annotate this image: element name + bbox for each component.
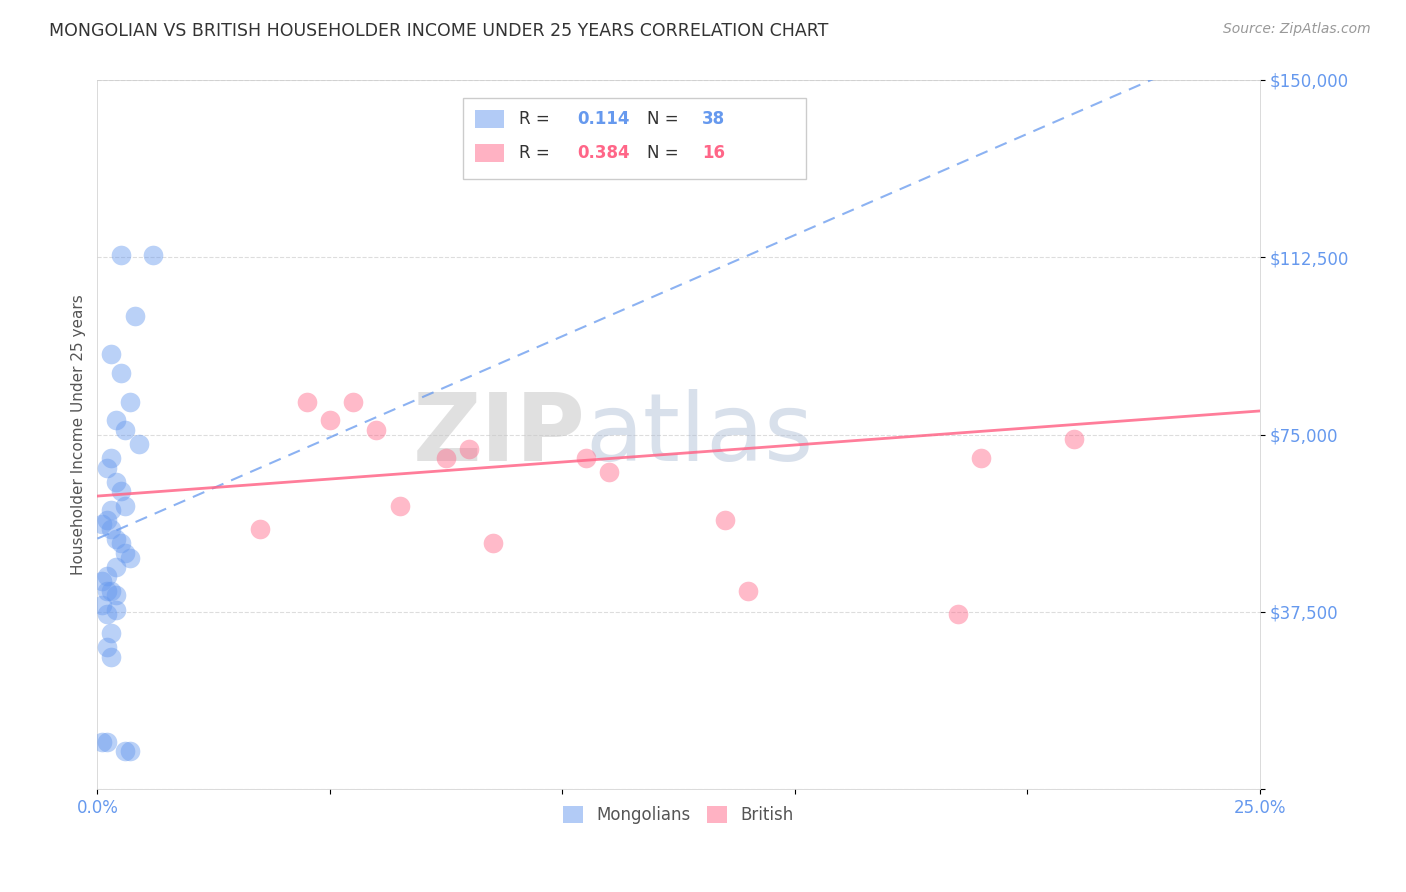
Point: [104, 475, 127, 489]
Point: [598, 466, 620, 480]
Point: [91, 735, 114, 749]
Point: [110, 366, 132, 380]
Point: [114, 546, 136, 560]
Point: [96, 583, 118, 598]
Text: N =: N =: [647, 110, 685, 128]
Point: [970, 451, 993, 466]
Point: [96, 640, 118, 655]
Point: [458, 442, 481, 456]
Point: [114, 499, 136, 513]
Point: [96, 735, 118, 749]
Point: [91, 517, 114, 532]
FancyBboxPatch shape: [464, 98, 807, 179]
Point: [96, 460, 118, 475]
Text: 0.114: 0.114: [578, 110, 630, 128]
Point: [342, 394, 364, 409]
Point: [946, 607, 969, 622]
Point: [118, 744, 141, 758]
Point: [249, 522, 271, 536]
Legend: Mongolians, British: Mongolians, British: [553, 796, 804, 834]
Text: 38: 38: [702, 110, 725, 128]
Point: [104, 532, 127, 546]
Point: [91, 574, 114, 589]
Point: [104, 602, 127, 616]
Text: R =: R =: [519, 144, 555, 162]
Point: [96, 513, 118, 527]
Point: [142, 248, 165, 262]
Point: [104, 413, 127, 427]
Text: R =: R =: [519, 110, 555, 128]
Text: Source: ZipAtlas.com: Source: ZipAtlas.com: [1223, 22, 1371, 37]
Point: [737, 583, 759, 598]
FancyBboxPatch shape: [475, 110, 505, 128]
Point: [574, 451, 596, 466]
Point: [114, 744, 136, 758]
Text: 0.384: 0.384: [578, 144, 630, 162]
Point: [434, 451, 457, 466]
Point: [100, 583, 122, 598]
Text: MONGOLIAN VS BRITISH HOUSEHOLDER INCOME UNDER 25 YEARS CORRELATION CHART: MONGOLIAN VS BRITISH HOUSEHOLDER INCOME …: [49, 22, 828, 40]
Point: [110, 484, 132, 499]
Point: [100, 503, 122, 517]
Point: [100, 451, 122, 466]
Point: [100, 626, 122, 640]
Point: [91, 598, 114, 612]
Point: [100, 522, 122, 536]
Point: [124, 310, 146, 324]
Y-axis label: Householder Income Under 25 years: Householder Income Under 25 years: [72, 294, 86, 575]
Point: [96, 607, 118, 622]
Point: [388, 499, 411, 513]
Point: [319, 413, 342, 427]
Text: N =: N =: [647, 144, 685, 162]
Point: [104, 560, 127, 574]
Point: [714, 513, 737, 527]
Point: [1063, 433, 1085, 447]
Point: [114, 423, 136, 437]
Point: [118, 394, 141, 409]
Point: [110, 536, 132, 550]
Point: [96, 569, 118, 583]
Point: [110, 248, 132, 262]
Point: [100, 347, 122, 361]
Text: ZIP: ZIP: [413, 389, 585, 481]
Text: 16: 16: [702, 144, 724, 162]
Point: [100, 649, 122, 664]
Text: atlas: atlas: [585, 389, 814, 481]
Point: [104, 588, 127, 602]
Point: [481, 536, 503, 550]
Point: [128, 437, 150, 451]
Point: [295, 394, 318, 409]
Point: [118, 550, 141, 565]
Point: [366, 423, 388, 437]
FancyBboxPatch shape: [475, 145, 505, 161]
